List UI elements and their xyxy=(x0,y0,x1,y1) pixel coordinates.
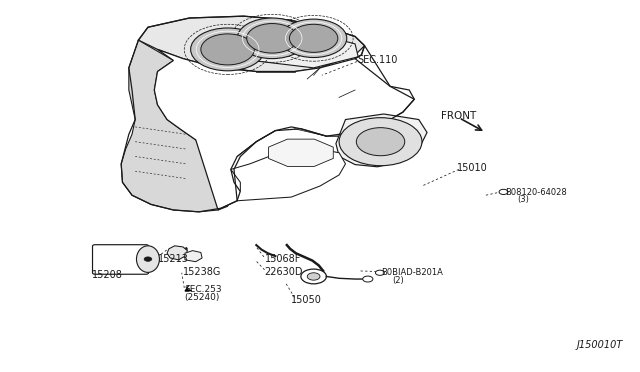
Text: 15208: 15208 xyxy=(92,270,123,280)
Polygon shape xyxy=(269,139,333,166)
Polygon shape xyxy=(336,114,427,167)
Polygon shape xyxy=(199,29,358,68)
Circle shape xyxy=(144,257,152,261)
Polygon shape xyxy=(138,16,365,71)
Circle shape xyxy=(237,18,307,59)
Text: 15068F: 15068F xyxy=(264,254,301,264)
Ellipse shape xyxy=(136,246,159,272)
FancyBboxPatch shape xyxy=(93,245,148,274)
Circle shape xyxy=(201,34,254,65)
Text: 15213: 15213 xyxy=(157,254,188,264)
Circle shape xyxy=(301,269,326,284)
Polygon shape xyxy=(185,251,202,262)
Circle shape xyxy=(376,270,385,275)
Polygon shape xyxy=(121,40,231,212)
Circle shape xyxy=(499,189,508,195)
Text: (25240): (25240) xyxy=(184,293,220,302)
Text: (2): (2) xyxy=(393,276,404,285)
Circle shape xyxy=(356,128,404,156)
Text: B08120-64028: B08120-64028 xyxy=(505,188,566,197)
Text: J150010T: J150010T xyxy=(576,340,623,350)
Text: SEC.253: SEC.253 xyxy=(184,285,222,294)
Circle shape xyxy=(363,276,373,282)
Circle shape xyxy=(339,118,422,166)
Polygon shape xyxy=(167,246,188,260)
Circle shape xyxy=(191,28,264,71)
Text: (3): (3) xyxy=(518,195,529,204)
Circle shape xyxy=(280,19,347,58)
Polygon shape xyxy=(231,149,346,201)
Text: 15010: 15010 xyxy=(457,163,488,173)
Circle shape xyxy=(289,24,338,52)
Text: B0BIAD-B201A: B0BIAD-B201A xyxy=(381,268,443,277)
Circle shape xyxy=(246,23,298,53)
Circle shape xyxy=(307,273,320,280)
Text: 22630D: 22630D xyxy=(264,267,303,277)
Polygon shape xyxy=(154,46,414,210)
Text: 15238G: 15238G xyxy=(183,267,221,277)
Text: FRONT: FRONT xyxy=(441,111,476,121)
Text: 15050: 15050 xyxy=(291,295,322,305)
Text: SEC.110: SEC.110 xyxy=(357,55,397,65)
